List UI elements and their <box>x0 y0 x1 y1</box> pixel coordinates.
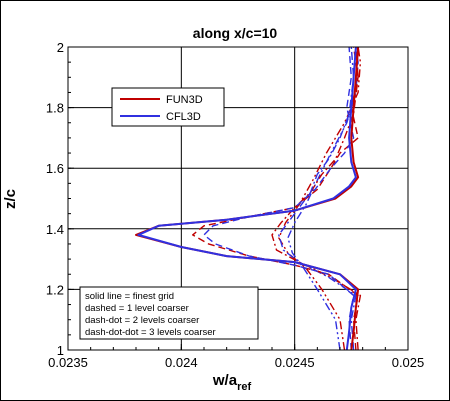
line-style-note-line: dashed = 1 level coarser <box>85 303 189 314</box>
legend-label-cfl3d: CFL3D <box>166 111 201 123</box>
y-axis-label: z/c <box>2 189 19 209</box>
series-fun3d-dashed <box>192 46 359 351</box>
x-tick-label: 0.024 <box>165 355 198 370</box>
x-axis-label-subscript: ref <box>237 381 251 393</box>
line-style-note-line: solid line = finest grid <box>85 291 174 302</box>
line-style-note: solid line = finest grid dashed = 1 leve… <box>79 286 259 340</box>
x-axis-label-main: w/a <box>212 372 238 389</box>
x-axis-label: w/aref <box>212 372 252 393</box>
legend-box <box>111 87 225 127</box>
y-tick-label: 1 <box>57 343 64 358</box>
line-style-note-line: dash-dot = 2 levels coarser <box>85 315 199 326</box>
line-style-note-line: dash-dot-dot = 3 levels coarser <box>85 327 216 338</box>
y-tick-label: 1.4 <box>46 222 64 237</box>
series-fun3d-dashdotdot <box>278 46 362 351</box>
series-cfl3d-dashdot <box>278 46 357 351</box>
y-tick-label: 2 <box>57 40 64 55</box>
legend: FUN3D CFL3D <box>111 87 225 127</box>
axis-ticks: 0.0235 0.024 0.0245 0.025 1 1.2 1.4 1.6 1.8 2 <box>46 40 424 370</box>
series-cfl3d-dashdotdot <box>287 46 359 351</box>
y-tick-label: 1.2 <box>46 282 64 297</box>
line-style-note-box <box>79 286 259 340</box>
series-fun3d-dashdot <box>271 46 362 351</box>
x-tick-label: 0.0235 <box>48 355 88 370</box>
data-curves <box>135 46 362 351</box>
legend-label-fun3d: FUN3D <box>166 94 203 106</box>
y-tick-label: 1.6 <box>46 161 64 176</box>
x-tick-label: 0.0245 <box>275 355 315 370</box>
chart-title: along x/c=10 <box>193 25 278 41</box>
y-tick-label: 1.8 <box>46 101 64 116</box>
x-tick-label: 0.025 <box>392 355 425 370</box>
series-cfl3d-solid <box>137 46 357 351</box>
